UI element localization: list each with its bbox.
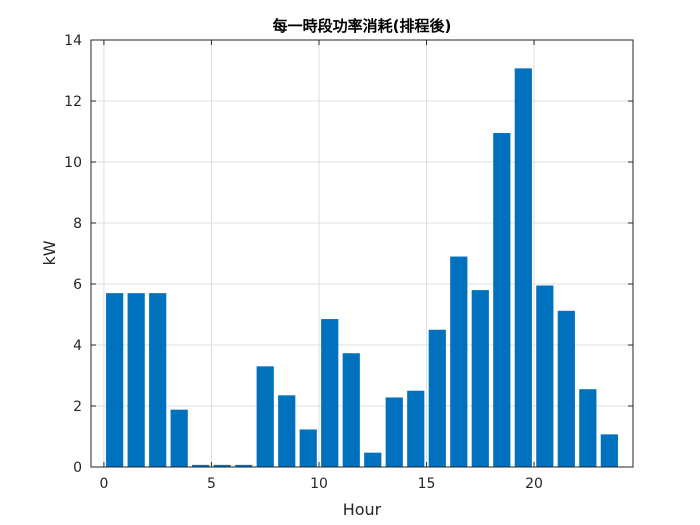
y-tick-label: 12 [64,94,82,110]
bar [514,68,532,468]
bar [278,395,296,467]
y-tick-label: 0 [73,460,82,476]
x-axis-label: Hour [343,500,382,519]
bar [450,256,468,467]
bar [299,429,317,467]
bar [127,293,145,467]
bar [557,310,575,467]
bar [213,464,231,467]
y-tick-label: 6 [73,277,82,293]
axis-ticks: 0 5 10 15 20 0 2 4 6 8 10 12 14 [64,33,633,492]
grid-lines [91,39,633,468]
bar [342,353,360,467]
bar [428,329,446,467]
y-tick-label: 2 [73,399,82,415]
y-tick-label: 14 [64,33,82,49]
bar [407,390,425,467]
x-tick-label: 10 [310,476,328,492]
y-tick-label: 8 [73,216,82,232]
bar [536,285,554,467]
bar [192,464,210,467]
y-axis-label: kW [40,240,59,265]
y-tick-label: 10 [64,155,82,171]
bar [600,434,618,467]
bar [493,133,511,467]
x-tick-label: 0 [99,476,108,492]
x-tick-label: 20 [525,476,543,492]
plot-frame [90,39,634,468]
bar [256,366,274,467]
y-tick-label: 4 [73,338,82,354]
bar [471,290,489,467]
bar [235,464,253,467]
bar [106,293,124,467]
bar [321,319,339,467]
bar [170,409,188,467]
x-tick-label: 5 [207,476,216,492]
x-tick-label: 15 [418,476,436,492]
bar [364,452,382,467]
chart-title: 每一時段功率消耗(排程後) [273,17,452,35]
bar [579,389,597,467]
bar [385,397,403,467]
bar [149,293,167,467]
bars [106,68,618,468]
